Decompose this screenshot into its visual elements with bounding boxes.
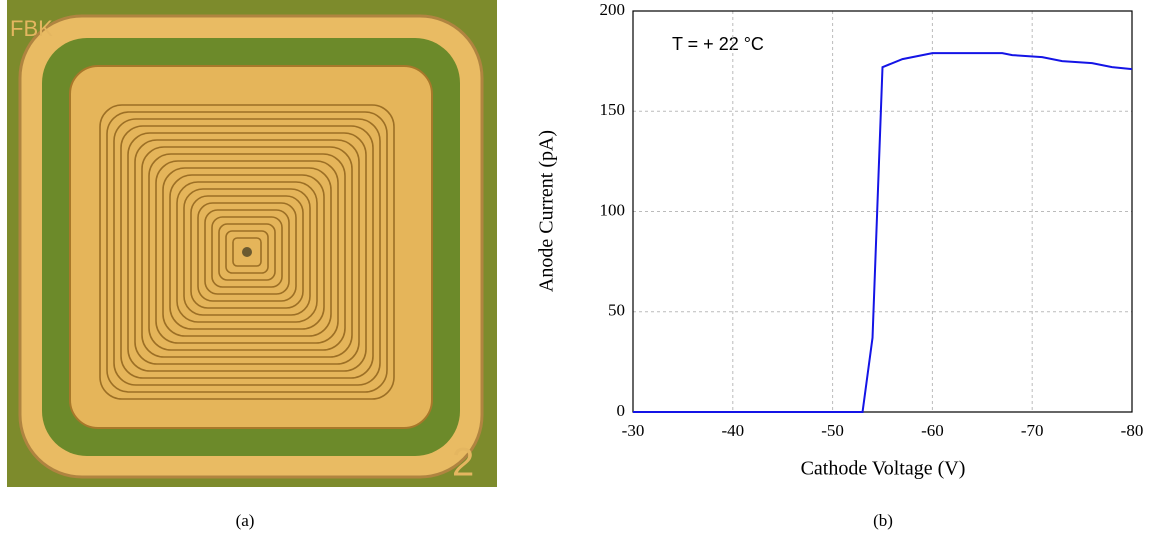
x-tick-label: -50 [821,421,844,440]
ring [225,230,269,274]
photo-label: 2 [452,441,474,485]
x-axis-label: Cathode Voltage (V) [801,458,966,480]
ring [127,132,367,372]
ring [106,111,388,393]
line [633,52,1133,413]
ring [134,139,360,365]
photo-label: FBK [10,16,53,41]
ring [155,160,339,344]
ring [176,181,318,323]
annotation: T = + 22 °C [672,34,764,54]
caption: (a) [236,511,255,530]
ring [204,209,290,295]
ring [162,167,332,337]
ring [190,195,304,309]
ring [232,237,262,267]
ring [148,153,346,351]
x-tick-label: -30 [622,421,645,440]
y-tick-label: 50 [608,301,625,320]
y-tick-label: 100 [600,200,626,219]
y-tick-label: 150 [600,100,626,119]
center-dot [242,247,252,257]
y-tick-label: 200 [600,0,626,19]
chip-photo [7,0,497,487]
ring [113,118,381,386]
ring [120,125,374,379]
y-tick-label: 0 [617,401,626,420]
x-tick-label: -40 [721,421,744,440]
ring [218,223,276,281]
x-tick-label: -80 [1121,421,1144,440]
ring [141,146,353,358]
ring [211,216,283,288]
ring [183,188,311,316]
x-tick-label: -60 [921,421,944,440]
ring [99,104,395,400]
ring [169,174,325,330]
caption: (b) [873,511,893,530]
x-tick-label: -70 [1021,421,1044,440]
y-axis-label: Anode Current (pA) [536,130,558,292]
ring [197,202,297,302]
plot-frame [632,10,1133,413]
